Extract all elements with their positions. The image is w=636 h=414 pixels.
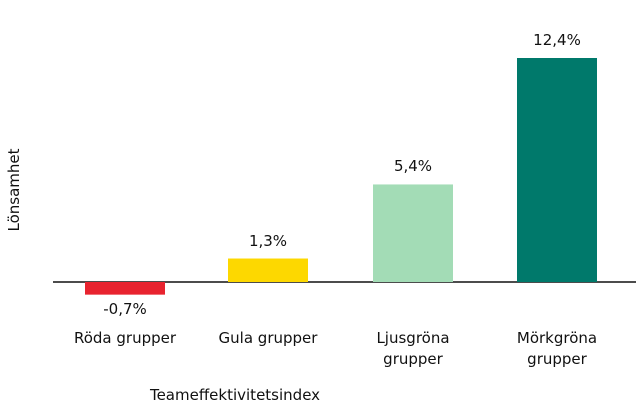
value-label: 5,4%: [393, 157, 433, 176]
bar: [228, 258, 308, 282]
x-tick-label: Ljusgröna grupper: [376, 329, 450, 368]
value-label: -0,7%: [103, 299, 147, 318]
bar: [85, 282, 165, 295]
x-tick-label: Röda grupper: [73, 329, 177, 347]
value-label: 1,3%: [248, 231, 288, 250]
x-tick-label: Mörkgröna grupper: [516, 329, 598, 368]
y-axis-title: Lönsamhet: [5, 148, 23, 232]
x-tick-label: Gula grupper: [218, 329, 318, 347]
bar: [517, 58, 597, 282]
value-label: 12,4%: [533, 31, 581, 49]
bar: [373, 184, 453, 282]
x-axis-title: Teameffektivitetsindex: [149, 386, 321, 404]
